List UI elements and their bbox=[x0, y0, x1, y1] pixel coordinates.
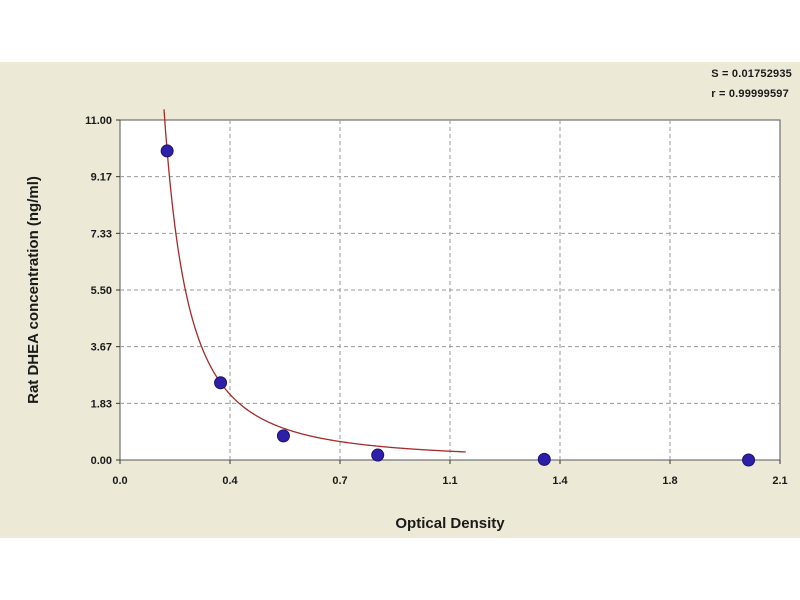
x-tick-label: 0.7 bbox=[332, 475, 347, 487]
x-tick-label: 2.1 bbox=[772, 475, 787, 487]
fit-statistics: S = 0.01752935 r = 0.99999597 bbox=[711, 64, 792, 104]
y-tick-label: 9.17 bbox=[91, 172, 112, 184]
x-tick-label: 1.1 bbox=[442, 475, 457, 487]
y-axis-ticks: 0.00 1.83 3.67 5.50 7.33 9.17 11.00 bbox=[85, 115, 120, 467]
x-tick-label: 0.4 bbox=[222, 475, 238, 487]
data-point bbox=[276, 429, 290, 443]
y-tick-label: 11.00 bbox=[85, 115, 112, 127]
fit-curve bbox=[163, 109, 466, 453]
y-tick-label: 7.33 bbox=[91, 228, 112, 240]
x-tick-label: 1.4 bbox=[552, 475, 568, 487]
x-axis-ticks: 0.0 0.4 0.7 1.1 1.4 1.8 2.1 bbox=[112, 460, 788, 487]
data-point bbox=[371, 448, 385, 462]
y-tick-label: 0.00 bbox=[91, 455, 112, 467]
data-points bbox=[160, 144, 756, 467]
x-tick-label: 0.0 bbox=[112, 475, 127, 487]
stat-s: S = 0.01752935 bbox=[711, 68, 792, 80]
data-point bbox=[537, 452, 551, 466]
x-tick-label: 1.8 bbox=[662, 475, 677, 487]
data-point bbox=[742, 453, 756, 467]
x-axis-title: Optical Density bbox=[395, 515, 505, 532]
y-axis-title: Rat DHEA concentration (ng/ml) bbox=[25, 176, 42, 404]
data-point bbox=[160, 144, 174, 158]
stat-r: r = 0.99999597 bbox=[711, 88, 789, 100]
y-tick-label: 3.67 bbox=[91, 342, 112, 354]
y-tick-label: 1.83 bbox=[91, 398, 112, 410]
plot-content bbox=[160, 109, 756, 467]
grid-lines bbox=[120, 120, 780, 460]
y-tick-label: 5.50 bbox=[91, 285, 112, 297]
data-point bbox=[214, 376, 228, 390]
